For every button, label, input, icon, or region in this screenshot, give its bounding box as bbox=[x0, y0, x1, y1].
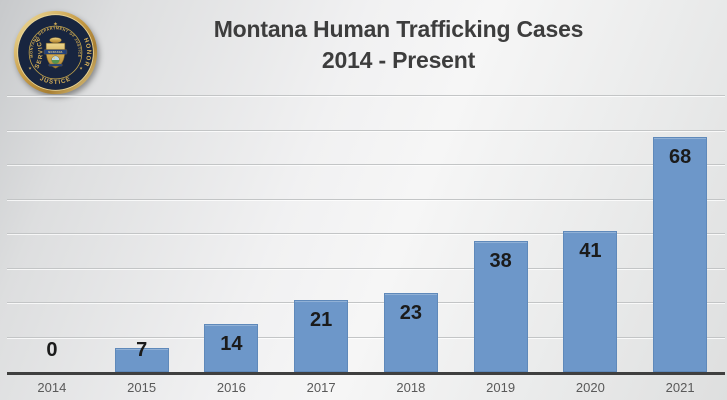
bar-value-label-2021: 68 bbox=[669, 146, 692, 169]
bar-value-label-2020: 41 bbox=[579, 239, 602, 262]
x-tick-label-2021: 2021 bbox=[665, 380, 695, 395]
bar-2021 bbox=[653, 137, 708, 372]
montana-doj-seal-logo: SERVICE HONOR JUSTICE MONTANA DEPARTMENT… bbox=[13, 10, 98, 95]
bar-2018 bbox=[383, 292, 438, 372]
police-badge: MONTANA bbox=[43, 37, 68, 69]
gridline-50 bbox=[7, 198, 725, 200]
x-tick-label-2016: 2016 bbox=[216, 380, 246, 395]
star-icon: ★ bbox=[79, 66, 83, 70]
coin-word-justice: JUSTICE bbox=[39, 75, 73, 86]
x-tick-label-2018: 2018 bbox=[396, 380, 426, 395]
bar-value-label-2014: 0 bbox=[46, 339, 58, 361]
bar-2019 bbox=[473, 240, 528, 372]
gridline-70 bbox=[7, 129, 725, 131]
bar-2017 bbox=[294, 299, 349, 372]
bar-2020 bbox=[563, 230, 618, 372]
coin-word-honor: HONOR bbox=[82, 37, 92, 68]
chart-title-line2: 2014 - Present bbox=[321, 47, 476, 73]
chart-title: Montana Human Trafficking Cases 2014 - P… bbox=[100, 14, 697, 76]
gridline-30 bbox=[7, 267, 725, 269]
bar-2016 bbox=[204, 323, 259, 372]
bar-value-label-2015: 7 bbox=[136, 339, 148, 361]
badge-banner-text: MONTANA bbox=[48, 51, 62, 54]
x-tick-label-2015: 2015 bbox=[127, 380, 157, 395]
bar-value-label-2019: 38 bbox=[489, 249, 512, 272]
x-tick-label-2020: 2020 bbox=[575, 380, 605, 395]
gridline-20 bbox=[7, 302, 725, 303]
bar-value-label-2016: 14 bbox=[220, 332, 243, 355]
gridline-60 bbox=[7, 164, 725, 165]
star-icon: ★ bbox=[53, 22, 58, 28]
x-tick-label-2017: 2017 bbox=[306, 380, 336, 395]
gridline-80 bbox=[7, 95, 725, 96]
gridline-10 bbox=[7, 336, 725, 338]
bar-value-label-2018: 23 bbox=[399, 301, 422, 324]
x-tick-label-2014: 2014 bbox=[37, 380, 67, 395]
x-axis: 2014 2015 2016 2017 2018 2019 2020 2021 bbox=[7, 377, 725, 397]
star-icon: ★ bbox=[28, 66, 32, 70]
plot-area: 0 7 14 21 23 38 41 68 bbox=[7, 95, 725, 375]
coin-word-service: SERVICE bbox=[33, 35, 44, 70]
coin-inner-ring bbox=[28, 25, 83, 80]
bar-2015 bbox=[114, 347, 169, 372]
gridline-40 bbox=[7, 233, 725, 234]
coin: SERVICE HONOR JUSTICE MONTANA DEPARTMENT… bbox=[13, 10, 98, 95]
bar-value-label-2017: 21 bbox=[310, 308, 333, 331]
x-tick-label-2019: 2019 bbox=[486, 380, 516, 395]
chart-title-line1: Montana Human Trafficking Cases bbox=[213, 16, 584, 42]
